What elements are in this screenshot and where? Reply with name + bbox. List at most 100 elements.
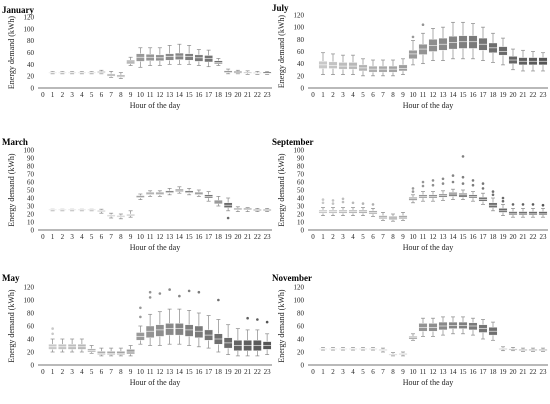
y-tick-label: 10 bbox=[27, 219, 35, 227]
box-hour-18 bbox=[214, 319, 223, 353]
outlier-point bbox=[511, 203, 515, 206]
x-tick-label: 11 bbox=[147, 368, 154, 376]
box-hour-20 bbox=[508, 208, 518, 218]
box-body bbox=[155, 324, 165, 337]
box-hour-16 bbox=[468, 23, 478, 60]
x-tick-label: 7 bbox=[109, 368, 113, 376]
box-hour-18 bbox=[488, 32, 498, 63]
x-tick-label: 16 bbox=[195, 233, 203, 241]
outlier-point bbox=[197, 290, 201, 294]
box-hour-16 bbox=[194, 312, 204, 348]
x-tick-label: 20 bbox=[234, 368, 242, 376]
box-hour-17 bbox=[204, 191, 213, 202]
outlier-point bbox=[421, 23, 425, 27]
y-tick-label: 100 bbox=[24, 147, 35, 155]
box-body bbox=[328, 61, 338, 69]
x-tick-label: 6 bbox=[371, 91, 375, 99]
x-tick-label: 23 bbox=[264, 368, 272, 376]
y-axis-label: Energy demand (kWh) bbox=[7, 153, 16, 226]
x-tick-label: 16 bbox=[470, 368, 478, 376]
outlier-point bbox=[461, 182, 465, 185]
box-body bbox=[97, 351, 106, 355]
y-tick-label: 50 bbox=[27, 187, 35, 195]
x-tick-label: 15 bbox=[460, 91, 468, 99]
x-tick-label: 8 bbox=[119, 233, 123, 241]
box-hour-7 bbox=[378, 212, 388, 221]
y-tick-label: 70 bbox=[27, 171, 35, 179]
x-tick-label: 10 bbox=[137, 368, 145, 376]
box-hour-12 bbox=[428, 191, 438, 202]
box-hour-1 bbox=[318, 52, 328, 75]
x-tick-label: 18 bbox=[215, 91, 223, 99]
x-tick-label: 16 bbox=[470, 91, 478, 99]
x-tick-label: 5 bbox=[90, 368, 94, 376]
box-hour-2 bbox=[328, 53, 338, 75]
box-hour-1 bbox=[48, 338, 57, 353]
box-hour-14 bbox=[448, 21, 458, 60]
x-tick-label: 23 bbox=[540, 91, 548, 99]
y-tick-label: 20 bbox=[297, 349, 305, 357]
x-tick-label: 22 bbox=[254, 91, 262, 99]
x-tick-label: 12 bbox=[430, 368, 438, 376]
y-tick-label: 10 bbox=[297, 219, 305, 227]
x-tick-label: 11 bbox=[420, 91, 427, 99]
outlier-point bbox=[491, 193, 495, 197]
box-hour-15 bbox=[184, 45, 194, 65]
panel-title: November bbox=[272, 273, 312, 283]
box-hour-11 bbox=[418, 317, 428, 337]
box-hour-18 bbox=[214, 196, 223, 207]
box-hour-17 bbox=[204, 49, 213, 68]
box-hour-14 bbox=[175, 186, 184, 194]
box-body bbox=[418, 44, 428, 55]
y-tick-label: 80 bbox=[27, 163, 35, 171]
x-tick-label: 12 bbox=[156, 233, 164, 241]
x-tick-label: 1 bbox=[51, 233, 55, 241]
box-body bbox=[458, 192, 468, 198]
y-tick-label: 0 bbox=[301, 85, 305, 93]
x-tick-label: 13 bbox=[440, 233, 448, 241]
box-hour-2 bbox=[58, 208, 67, 212]
x-axis-label: Hour of the day bbox=[403, 243, 453, 252]
y-tick-label: 80 bbox=[297, 163, 305, 171]
outlier-point bbox=[451, 174, 455, 177]
x-tick-label: 22 bbox=[254, 368, 262, 376]
box-hour-11 bbox=[418, 32, 428, 65]
x-axis-label: Hour of the day bbox=[403, 101, 453, 110]
box-hour-16 bbox=[468, 191, 478, 202]
box-hour-15 bbox=[458, 189, 468, 200]
box-body bbox=[468, 35, 478, 49]
box-body bbox=[448, 192, 458, 197]
outlier-point bbox=[148, 290, 152, 294]
y-tick-label: 80 bbox=[27, 310, 35, 318]
y-tick-label: 120 bbox=[294, 284, 305, 292]
x-tick-label: 18 bbox=[490, 91, 498, 99]
box-hour-22 bbox=[528, 208, 538, 218]
x-tick-label: 14 bbox=[450, 91, 458, 99]
box-body bbox=[175, 323, 184, 336]
box-hour-23 bbox=[538, 347, 548, 352]
outlier-point bbox=[421, 184, 425, 188]
x-tick-label: 14 bbox=[450, 368, 458, 376]
x-tick-label: 20 bbox=[510, 91, 518, 99]
box-hour-13 bbox=[165, 45, 174, 65]
box-body bbox=[338, 62, 348, 70]
outlier-point bbox=[441, 182, 445, 185]
box-hour-21 bbox=[243, 70, 252, 75]
x-tick-label: 5 bbox=[361, 91, 365, 99]
box-hour-10 bbox=[136, 325, 145, 345]
box-hour-21 bbox=[243, 329, 252, 357]
box-hour-17 bbox=[478, 26, 488, 61]
x-tick-label: 18 bbox=[490, 233, 498, 241]
x-tick-label: 16 bbox=[195, 368, 203, 376]
y-tick-label: 100 bbox=[24, 297, 35, 305]
box-hour-5 bbox=[87, 208, 96, 212]
outlier-point bbox=[451, 180, 455, 184]
y-tick-label: 60 bbox=[297, 179, 305, 187]
box-hour-22 bbox=[253, 208, 262, 212]
x-tick-label: 12 bbox=[430, 233, 438, 241]
box-hour-17 bbox=[478, 192, 488, 205]
panel-title: May bbox=[2, 273, 20, 283]
box-hour-11 bbox=[418, 191, 428, 202]
